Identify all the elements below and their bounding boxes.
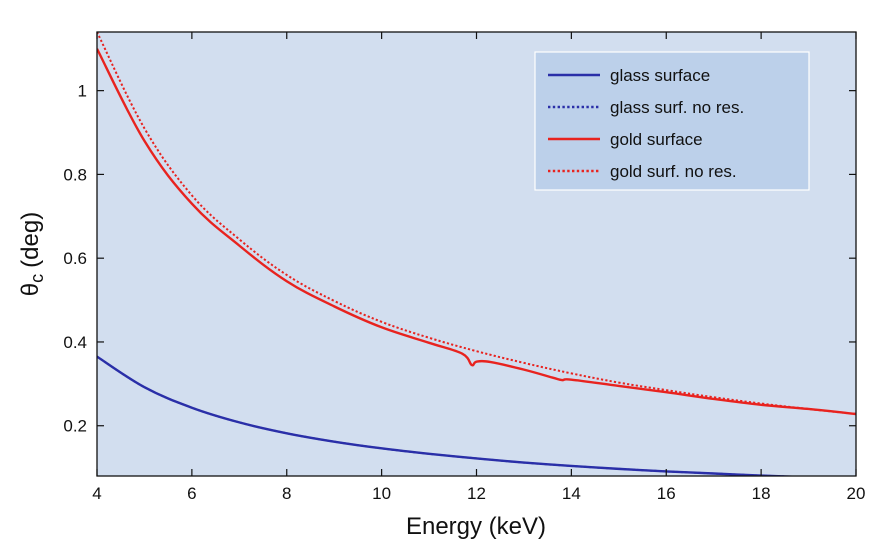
y-tick-label: 0.2 bbox=[63, 417, 87, 436]
legend-label: gold surf. no res. bbox=[610, 162, 737, 181]
x-tick-label: 14 bbox=[562, 484, 581, 503]
legend: glass surface glass surf. no res. gold sur… bbox=[534, 51, 810, 191]
x-tick-label: 16 bbox=[657, 484, 676, 503]
x-tick-label: 18 bbox=[752, 484, 771, 503]
legend-label: gold surface bbox=[610, 130, 703, 149]
series-line-4 bbox=[97, 32, 856, 416]
y-axis-symbol: θ bbox=[17, 283, 44, 296]
y-tick-label: 0.6 bbox=[63, 249, 87, 268]
svg-text:θc(deg): θc (deg) bbox=[17, 212, 47, 296]
y-axis-title: θc (deg) bbox=[17, 212, 47, 296]
y-axis-unit: (deg) bbox=[17, 212, 44, 268]
legend-label: glass surf. no res. bbox=[610, 98, 744, 117]
y-axis: 0.2 0.4 0.6 0.8 1 bbox=[63, 82, 856, 436]
x-axis: 4 6 8 10 12 14 16 18 20 bbox=[92, 32, 865, 503]
y-tick-label: 1 bbox=[78, 82, 87, 101]
x-tick-label: 4 bbox=[92, 484, 101, 503]
y-axis-subscript: c bbox=[27, 274, 47, 283]
x-axis-title: Energy (keV) bbox=[406, 513, 546, 540]
x-tick-label: 8 bbox=[282, 484, 291, 503]
series-layer bbox=[97, 32, 856, 476]
series-line-2 bbox=[97, 355, 802, 476]
legend-label: glass surface bbox=[610, 66, 710, 85]
y-tick-label: 0.8 bbox=[63, 165, 87, 184]
series-line-3 bbox=[97, 48, 856, 416]
y-tick-label: 0.4 bbox=[63, 333, 87, 352]
x-tick-label: 6 bbox=[187, 484, 196, 503]
x-tick-label: 12 bbox=[467, 484, 486, 503]
x-tick-label: 10 bbox=[372, 484, 391, 503]
x-tick-label: 20 bbox=[847, 484, 866, 503]
legend-items: glass surface glass surf. no res. gold sur… bbox=[548, 66, 744, 181]
